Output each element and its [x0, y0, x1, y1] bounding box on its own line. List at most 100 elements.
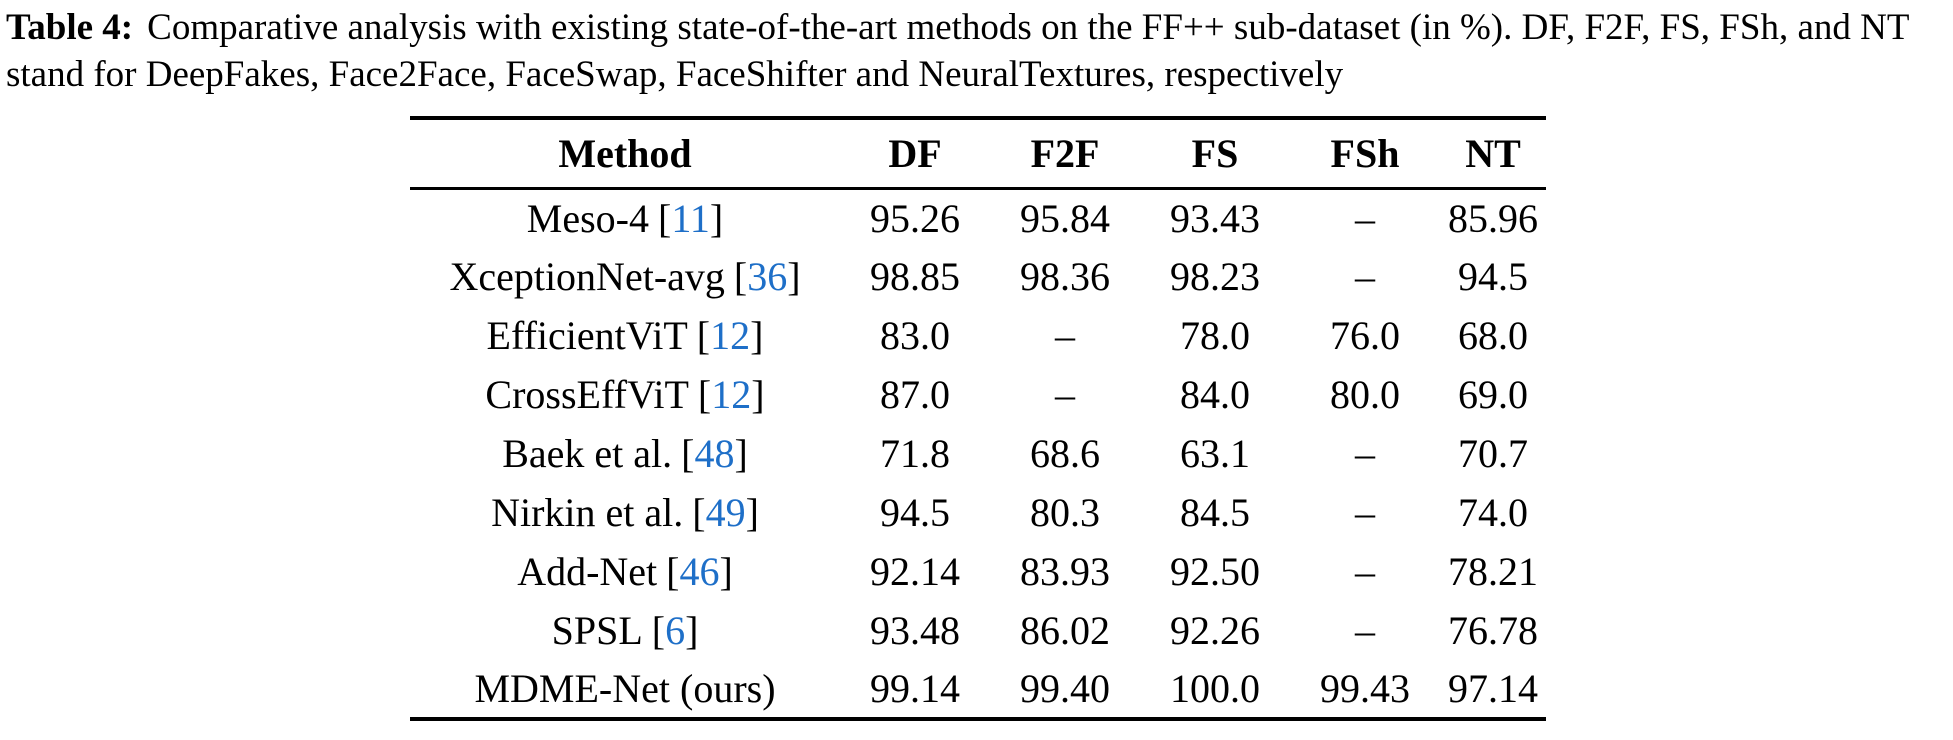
method-name: Nirkin et al.: [491, 490, 684, 536]
citation-link[interactable]: 12: [710, 313, 751, 359]
bracket-close: ]: [745, 490, 759, 536]
citation: [48]: [681, 431, 748, 476]
method-name: Meso-4: [526, 195, 650, 241]
value-cell-fsh: 80.0: [1330, 372, 1400, 418]
bracket-close: ]: [734, 431, 748, 477]
value-cell-fs: 93.43: [1170, 195, 1260, 241]
method-name: CrossEffViT: [485, 372, 689, 418]
method-name: SPSL: [551, 608, 643, 654]
value-cell-fs: 84.5: [1180, 490, 1250, 536]
value-cell-f2f: 86.02: [1020, 608, 1110, 654]
value-cell-df: 87.0: [880, 372, 950, 418]
value-cell-nt: 70.7: [1458, 431, 1528, 477]
value-cell-fs: 100.0: [1170, 666, 1260, 712]
citation: [11]: [658, 196, 723, 241]
value-cell-nt: 74.0: [1458, 490, 1528, 536]
citation: [12]: [698, 372, 765, 417]
bracket-open: [: [658, 195, 672, 241]
value-cell-nt: 68.0: [1458, 313, 1528, 359]
bracket-open: [: [692, 490, 706, 536]
value-cell-df: 98.85: [870, 254, 960, 300]
citation-link[interactable]: 36: [747, 254, 788, 300]
method-cell: Meso-4 [11]: [410, 188, 840, 247]
value-cell-f2f: 98.36: [1020, 254, 1110, 300]
value-cell-f2f: 95.84: [1020, 195, 1110, 241]
value-cell-fsh: –: [1355, 549, 1375, 595]
method-name: XceptionNet-avg: [449, 254, 725, 300]
bracket-open: [: [697, 372, 712, 418]
value-cell-f2f: –: [1055, 372, 1075, 418]
bracket-close: ]: [750, 313, 764, 359]
table-row: CrossEffViT [12] 87.0 – 84.0 80.0 69.0: [410, 365, 1546, 424]
bracket-open: [: [651, 608, 666, 654]
citation: [49]: [692, 490, 759, 535]
value-cell-df: 71.8: [880, 431, 950, 477]
citation-link[interactable]: 6: [665, 608, 686, 654]
method-name: Add-Net: [517, 549, 658, 595]
value-cell-nt: 69.0: [1458, 372, 1528, 418]
bracket-close: ]: [787, 254, 801, 300]
value-cell-fsh: 76.0: [1330, 313, 1400, 359]
value-cell-f2f: 99.40: [1020, 666, 1110, 712]
bracket-open: [: [696, 313, 711, 359]
value-cell-nt: 85.96: [1448, 195, 1538, 241]
bracket-close: ]: [751, 372, 765, 418]
col-header-f2f: F2F: [1030, 130, 1100, 176]
value-cell-f2f: 68.6: [1030, 431, 1100, 477]
method-cell: MDME-Net (ours)[]: [410, 660, 840, 719]
bracket-close: ]: [709, 195, 724, 241]
value-cell-df: 95.26: [870, 195, 960, 241]
citation: [36]: [734, 254, 801, 299]
table-row: XceptionNet-avg [36] 98.85 98.36 98.23 – …: [410, 247, 1546, 306]
method-name: Baek et al.: [502, 431, 673, 477]
header-row: Method DF F2F FS FSh NT: [410, 118, 1546, 189]
method-cell: EfficientViT [12]: [410, 306, 840, 365]
value-cell-nt: 94.5: [1458, 254, 1528, 300]
value-cell-df: 83.0: [880, 313, 950, 359]
col-header-nt: NT: [1465, 130, 1521, 176]
value-cell-fs: 98.23: [1170, 254, 1260, 300]
value-cell-fs: 63.1: [1180, 431, 1250, 477]
citation-link[interactable]: 12: [711, 372, 752, 418]
method-cell: SPSL [6]: [410, 601, 840, 660]
value-cell-fsh: 99.43: [1320, 666, 1410, 712]
method-cell: Nirkin et al. [49]: [410, 483, 840, 542]
citation-link[interactable]: 48: [694, 431, 735, 477]
citation-link[interactable]: 11: [671, 195, 710, 241]
bracket-close: ]: [685, 608, 699, 654]
caption-text: Comparative analysis with existing state…: [6, 7, 1909, 95]
citation: [46]: [666, 549, 733, 594]
value-cell-f2f: –: [1055, 313, 1075, 359]
citation: [6]: [652, 608, 699, 653]
value-cell-fs: 84.0: [1180, 372, 1250, 418]
value-cell-fs: 92.50: [1170, 549, 1260, 595]
method-cell: XceptionNet-avg [36]: [410, 247, 840, 306]
value-cell-fs: 78.0: [1180, 313, 1250, 359]
value-cell-df: 94.5: [880, 490, 950, 536]
method-cell: Add-Net [46]: [410, 542, 840, 601]
col-header-fsh: FSh: [1330, 130, 1400, 176]
table-row: Meso-4 [11] 95.26 95.84 93.43 – 85.96: [410, 188, 1546, 247]
table-row: SPSL [6] 93.48 86.02 92.26 – 76.78: [410, 601, 1546, 660]
table-caption: Table 4: Comparative analysis with existi…: [6, 5, 1947, 98]
value-cell-fsh: –: [1355, 490, 1375, 536]
table-row: Baek et al. [48] 71.8 68.6 63.1 – 70.7: [410, 424, 1546, 483]
citation-link[interactable]: 49: [705, 490, 746, 536]
col-header-df: DF: [888, 130, 942, 176]
value-cell-nt: 97.14: [1448, 666, 1538, 712]
citation-link[interactable]: 46: [679, 549, 720, 595]
bracket-open: [: [681, 431, 695, 477]
col-header-fs: FS: [1191, 130, 1239, 176]
caption-label: Table 4:: [6, 7, 134, 48]
value-cell-df: 93.48: [870, 608, 960, 654]
table-row: EfficientViT [12] 83.0 – 78.0 76.0 68.0: [410, 306, 1546, 365]
method-name: EfficientViT: [486, 313, 688, 359]
value-cell-f2f: 83.93: [1020, 549, 1110, 595]
bracket-open: [: [666, 549, 680, 595]
method-name: MDME-Net (ours): [474, 666, 776, 712]
citation: [12]: [697, 313, 764, 358]
bracket-open: [: [733, 254, 748, 300]
table-row: MDME-Net (ours)[] 99.14 99.40 100.0 99.4…: [410, 660, 1546, 719]
value-cell-fs: 92.26: [1170, 608, 1260, 654]
